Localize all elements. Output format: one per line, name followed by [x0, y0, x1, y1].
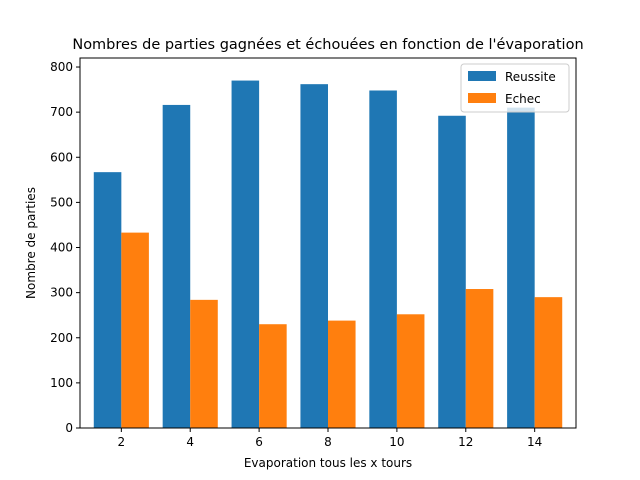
y-tick-label: 700: [50, 105, 73, 119]
legend-label-echec: Echec: [505, 92, 541, 106]
legend-swatch-echec: [468, 93, 496, 103]
bar-reussite-14: [507, 107, 535, 428]
y-tick-label: 500: [50, 195, 73, 209]
bar-reussite-2: [93, 172, 122, 428]
y-tick-label: 0: [65, 421, 73, 435]
y-tick-label: 300: [50, 286, 73, 300]
x-tick-label: 10: [389, 435, 404, 449]
y-tick-label: 200: [50, 331, 73, 345]
bar-reussite-8: [300, 84, 328, 429]
bar-reussite-12: [438, 115, 466, 428]
x-axis-label: Evaporation tous les x tours: [244, 456, 412, 470]
chart-title: Nombres de parties gagnées et échouées e…: [72, 37, 583, 53]
y-axis: 0 100 200 300 400 500 600 700 800: [50, 60, 80, 435]
bar-echec-14: [534, 297, 563, 428]
x-tick-label: 8: [324, 435, 332, 449]
bar-echec-6: [259, 324, 287, 428]
x-tick-label: 4: [186, 435, 194, 449]
bar-reussite-4: [162, 104, 191, 429]
x-tick-label: 14: [527, 435, 542, 449]
bar-echec-2: [121, 232, 149, 428]
x-tick-label: 12: [458, 435, 473, 449]
x-axis: 2 4 6 8 10 12 14: [118, 428, 542, 449]
bars-layer: [93, 80, 563, 429]
x-tick-label: 2: [118, 435, 126, 449]
legend-label-reussite: Reussite: [505, 70, 556, 84]
legend-swatch-reussite: [468, 71, 496, 81]
bar-reussite-6: [231, 80, 260, 428]
bar-echec-12: [465, 289, 494, 428]
y-axis-label: Nombre de parties: [24, 187, 38, 299]
y-tick-label: 100: [50, 376, 73, 390]
x-tick-label: 6: [255, 435, 263, 449]
legend: Reussite Echec: [460, 63, 570, 113]
bar-echec-10: [396, 314, 425, 428]
bar-echec-8: [328, 320, 356, 428]
y-tick-label: 600: [50, 150, 73, 164]
y-tick-label: 800: [50, 60, 73, 74]
y-tick-label: 400: [50, 241, 73, 255]
bar-echec-4: [190, 299, 218, 428]
bar-reussite-10: [369, 90, 397, 429]
